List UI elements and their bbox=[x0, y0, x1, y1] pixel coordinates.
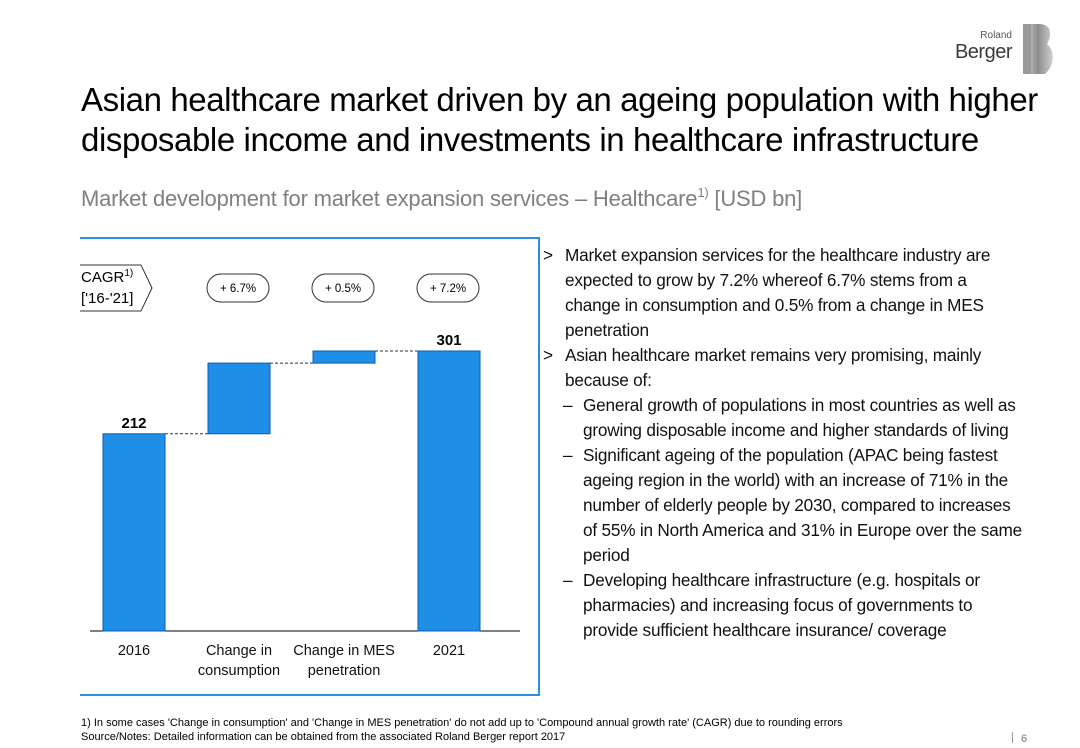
cagr-pill-value: + 6.7% bbox=[220, 283, 256, 295]
bullet-list: > Market expansion services for the heal… bbox=[543, 243, 1023, 643]
bar-2021 bbox=[417, 350, 481, 632]
page-title: Asian healthcare market driven by an age… bbox=[81, 80, 1041, 160]
bullet-text: Market expansion services for the health… bbox=[565, 245, 991, 340]
bullet-marker: > bbox=[543, 345, 553, 365]
waterfall-chart: 212 301 2016 Change in consumption Change in … bbox=[80, 264, 520, 679]
footnote-source: Source/Notes: Detailed information can b… bbox=[81, 731, 566, 743]
sub-bullet-text: Significant ageing of the population (AP… bbox=[583, 445, 1022, 565]
sub-bullet-text: General growth of populations in most co… bbox=[583, 395, 1016, 440]
subtitle-footnote-ref: 1) bbox=[697, 185, 709, 200]
data-label: 212 bbox=[121, 415, 146, 432]
logo-text-berger: Berger bbox=[954, 41, 1013, 63]
logo-b-mark-icon bbox=[1023, 24, 1053, 74]
cagr-pill-value: + 0.5% bbox=[325, 283, 361, 295]
sub-bullet-marker: – bbox=[563, 445, 573, 465]
footnote: 1) In some cases 'Change in consumption'… bbox=[81, 716, 843, 744]
cagr-label-box bbox=[80, 264, 153, 312]
x-tick-label: 2021 bbox=[433, 643, 465, 659]
logo-text-roland: Roland bbox=[980, 30, 1012, 41]
footnote-line-1: 1) In some cases 'Change in consumption'… bbox=[81, 717, 843, 729]
cagr-pill-value: + 7.2% bbox=[430, 283, 466, 295]
sub-bullet-item: – General growth of populations in most … bbox=[543, 393, 1023, 443]
sub-bullet-marker: – bbox=[563, 570, 573, 590]
x-tick-label: Change in MES bbox=[293, 643, 395, 659]
cagr-pill bbox=[206, 273, 270, 303]
cagr-pill bbox=[311, 273, 375, 303]
x-tick-label: 2016 bbox=[118, 643, 150, 659]
page-title-line-1: Asian healthcare market driven by an age… bbox=[81, 81, 1038, 118]
chart-subtitle: Market development for market expansion … bbox=[81, 185, 802, 212]
cagr-pill bbox=[416, 273, 480, 303]
bullet-marker: > bbox=[543, 245, 553, 265]
bullet-item: > Market expansion services for the heal… bbox=[543, 243, 1023, 343]
sub-bullet-item: – Significant ageing of the population (… bbox=[543, 443, 1023, 568]
cagr-period: ['16-'21] bbox=[81, 290, 133, 307]
x-tick-label: Change in bbox=[206, 643, 272, 659]
sub-bullet-item: – Developing healthcare infrastructure (… bbox=[543, 568, 1023, 643]
data-label: 301 bbox=[436, 332, 461, 349]
page-number: 6 bbox=[1012, 732, 1027, 745]
page-title-line-2: disposable income and investments in hea… bbox=[81, 121, 979, 158]
sub-bullet-text: Developing healthcare infrastructure (e.… bbox=[583, 570, 980, 640]
bar-change-in-mes-penetration bbox=[312, 350, 376, 364]
subtitle-unit: [USD bn] bbox=[708, 186, 803, 211]
x-tick-label: consumption bbox=[198, 663, 280, 679]
page-number-value: 6 bbox=[1021, 733, 1028, 745]
x-tick-label: penetration bbox=[308, 663, 381, 679]
bullet-item: > Asian healthcare market remains very p… bbox=[543, 343, 1023, 393]
bullet-text: Asian healthcare market remains very pro… bbox=[565, 345, 982, 390]
roland-berger-logo: Roland Berger bbox=[946, 22, 1056, 76]
sub-bullet-marker: – bbox=[563, 395, 573, 415]
page-number-divider bbox=[1012, 732, 1013, 743]
chart-frame bbox=[80, 237, 540, 696]
cagr-label: CAGR1) bbox=[81, 268, 133, 286]
subtitle-text: Market development for market expansion … bbox=[81, 186, 698, 211]
bar-2016 bbox=[102, 433, 166, 632]
bar-change-in-consumption bbox=[207, 362, 271, 435]
